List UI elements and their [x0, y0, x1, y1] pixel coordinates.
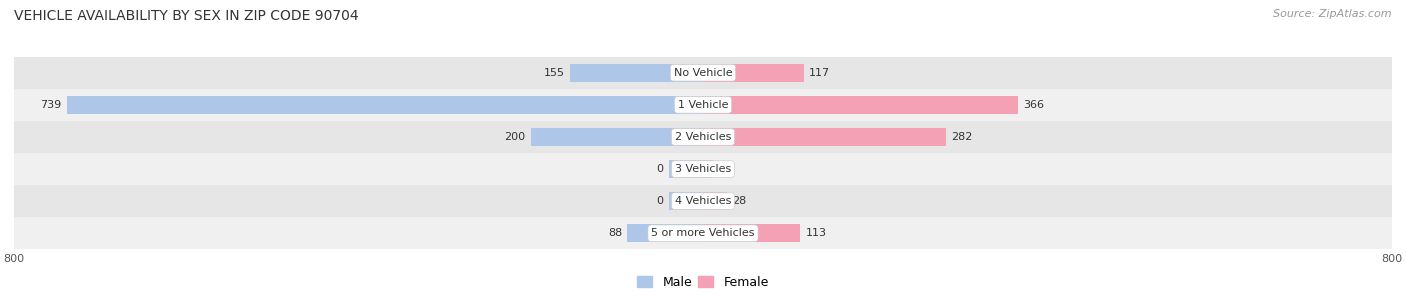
Text: 0: 0: [657, 196, 664, 206]
Text: 200: 200: [505, 132, 526, 142]
Bar: [14, 185, 1392, 217]
Text: 113: 113: [806, 228, 827, 238]
Text: 28: 28: [733, 196, 747, 206]
Text: 155: 155: [543, 68, 564, 78]
Bar: [14, 89, 1392, 121]
Text: 282: 282: [950, 132, 973, 142]
Bar: [14, 57, 1392, 89]
Text: 739: 739: [41, 100, 62, 110]
Text: 5 or more Vehicles: 5 or more Vehicles: [651, 228, 755, 238]
Text: Source: ZipAtlas.com: Source: ZipAtlas.com: [1274, 9, 1392, 19]
Text: No Vehicle: No Vehicle: [673, 68, 733, 78]
Bar: [703, 128, 946, 146]
Bar: [569, 64, 703, 82]
Text: 2 Vehicles: 2 Vehicles: [675, 132, 731, 142]
Text: VEHICLE AVAILABILITY BY SEX IN ZIP CODE 90704: VEHICLE AVAILABILITY BY SEX IN ZIP CODE …: [14, 9, 359, 23]
Text: 366: 366: [1024, 100, 1045, 110]
Text: 1 Vehicle: 1 Vehicle: [678, 100, 728, 110]
Bar: [703, 96, 1018, 114]
Text: 88: 88: [607, 228, 621, 238]
Text: 4 Vehicles: 4 Vehicles: [675, 196, 731, 206]
Bar: [669, 192, 703, 210]
Text: 117: 117: [808, 68, 830, 78]
Bar: [669, 160, 703, 178]
Bar: [66, 96, 703, 114]
Text: 12: 12: [718, 164, 733, 174]
Bar: [14, 153, 1392, 185]
Legend: Male, Female: Male, Female: [633, 271, 773, 294]
Bar: [14, 121, 1392, 153]
Bar: [703, 192, 727, 210]
Text: 3 Vehicles: 3 Vehicles: [675, 164, 731, 174]
Text: 0: 0: [657, 164, 664, 174]
Bar: [703, 64, 804, 82]
Bar: [627, 224, 703, 242]
Bar: [531, 128, 703, 146]
Bar: [703, 160, 713, 178]
Bar: [703, 224, 800, 242]
Bar: [14, 217, 1392, 249]
